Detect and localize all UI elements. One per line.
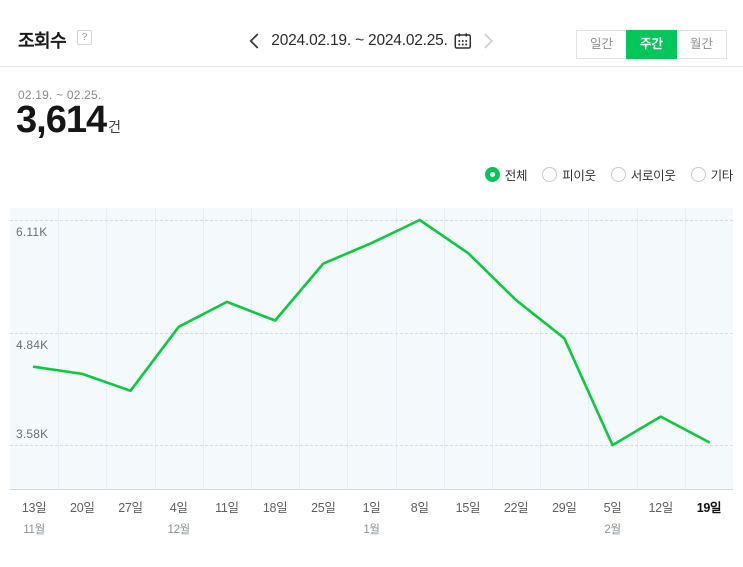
horizontal-gridline — [10, 445, 733, 447]
x-axis-day: 15일 — [455, 501, 481, 515]
x-axis-label: 25일 — [299, 497, 347, 537]
x-axis-label: 22일 — [492, 497, 540, 537]
x-axis-month: 1월 — [363, 524, 380, 536]
vertical-gridline — [588, 208, 590, 489]
vertical-gridline — [299, 208, 301, 489]
vertical-gridline — [347, 208, 349, 489]
radio-icon — [542, 167, 558, 182]
x-axis-day: 25일 — [311, 501, 336, 515]
vertical-gridline — [106, 208, 108, 489]
x-axis-day: 20일 — [70, 501, 95, 515]
radio-icon — [690, 167, 706, 182]
x-axis-label: 12일 — [637, 497, 685, 537]
radio-label: 서로이웃 — [630, 169, 676, 183]
chevron-right-icon[interactable] — [480, 31, 498, 51]
x-axis-day: 8일 — [410, 501, 429, 515]
date-navigator: 2024.02.19. ~ 2024.02.25. — [245, 28, 497, 54]
vertical-gridline — [58, 208, 60, 489]
x-axis-label: 11일 — [203, 497, 251, 537]
vertical-gridline — [540, 208, 542, 489]
horizontal-gridline — [10, 332, 733, 334]
x-axis-label: 18일 — [251, 497, 299, 537]
vertical-gridline — [492, 208, 493, 489]
radio-mutual-neighbor[interactable]: 서로이웃 — [610, 165, 676, 184]
tab-monthly[interactable]: 월간 — [675, 30, 727, 59]
horizontal-gridline — [10, 220, 733, 221]
x-axis-day: 4일 — [169, 501, 188, 515]
date-range-label[interactable]: 2024.02.19. ~ 2024.02.25. — [271, 32, 448, 49]
radio-all[interactable]: 전체 — [484, 165, 528, 184]
x-axis-label: 13일 11월 — [10, 497, 58, 537]
vertical-gridline — [636, 208, 638, 489]
x-axis-label: 1일 1월 — [347, 497, 395, 537]
radio-label: 기타 — [710, 169, 734, 183]
x-axis-label: 27일 — [106, 497, 154, 537]
x-axis-day: 12일 — [648, 501, 673, 515]
y-axis-tick-label: 3.58K — [16, 427, 49, 442]
x-axis-label: 15일 — [444, 497, 492, 537]
x-axis-month: 12월 — [167, 524, 190, 536]
x-axis-label: 29일 — [540, 497, 588, 537]
vertical-gridline — [154, 208, 156, 489]
x-axis-day: 18일 — [262, 501, 288, 515]
radio-etc[interactable]: 기타 — [690, 165, 734, 184]
radio-label: 전체 — [504, 169, 528, 183]
period-tab-group: 일간 주간 월간 — [575, 30, 727, 59]
radio-label: 피이웃 — [562, 169, 596, 183]
x-axis-month: 11월 — [23, 524, 45, 536]
x-axis-day: 5일 — [603, 501, 622, 515]
x-axis-label: 19일 — [685, 497, 733, 537]
x-axis-day: 22일 — [503, 501, 529, 515]
y-axis-tick-label: 4.84K — [16, 337, 49, 352]
x-axis-day: 19일 — [696, 501, 722, 515]
calendar-icon[interactable] — [454, 32, 472, 50]
y-axis-tick-label: 6.11K — [16, 225, 48, 239]
summary-unit: 건 — [108, 119, 121, 135]
vertical-gridline — [684, 208, 686, 489]
views-line-chart: 3.58K 4.84K 6.11K — [10, 208, 733, 490]
vertical-gridline — [251, 208, 252, 489]
x-axis-day: 11일 — [215, 501, 239, 515]
x-axis-label: 5일 2월 — [588, 497, 636, 537]
x-axis-day: 1일 — [362, 501, 381, 515]
radio-icon — [484, 167, 500, 182]
summary-total: 3,614 건 — [16, 99, 121, 142]
page-title: 조회수 — [18, 31, 67, 51]
vertical-gridline — [202, 208, 204, 489]
visitor-filter-group: 전체 피이웃 서로이웃 기타 — [470, 165, 733, 184]
tab-daily[interactable]: 일간 — [575, 30, 627, 59]
vertical-gridline — [443, 208, 445, 489]
x-axis: 13일 11월 20일 27일 4일 12월 11일 18일 25일 1일 1월 8일 15일 22일 29… — [10, 497, 733, 537]
help-icon[interactable]: ? — [77, 30, 92, 45]
x-axis-day: 29일 — [552, 501, 577, 515]
line-series — [32, 218, 711, 447]
x-axis-label: 20일 — [58, 497, 106, 537]
radio-icon — [610, 167, 626, 182]
vertical-gridline — [395, 208, 397, 489]
x-axis-month: 2월 — [604, 524, 621, 536]
tab-weekly[interactable]: 주간 — [625, 30, 677, 59]
x-axis-day: 13일 — [21, 501, 47, 515]
header-divider — [0, 66, 743, 67]
x-axis-label: 4일 12월 — [155, 497, 203, 537]
x-axis-day: 27일 — [118, 501, 143, 515]
x-axis-label: 8일 — [396, 497, 444, 537]
chevron-left-icon[interactable] — [245, 31, 263, 51]
radio-neighbor[interactable]: 피이웃 — [542, 165, 596, 184]
summary-value: 3,614 — [16, 99, 107, 141]
summary-period: 02.19. ~ 02.25. — [18, 88, 102, 102]
